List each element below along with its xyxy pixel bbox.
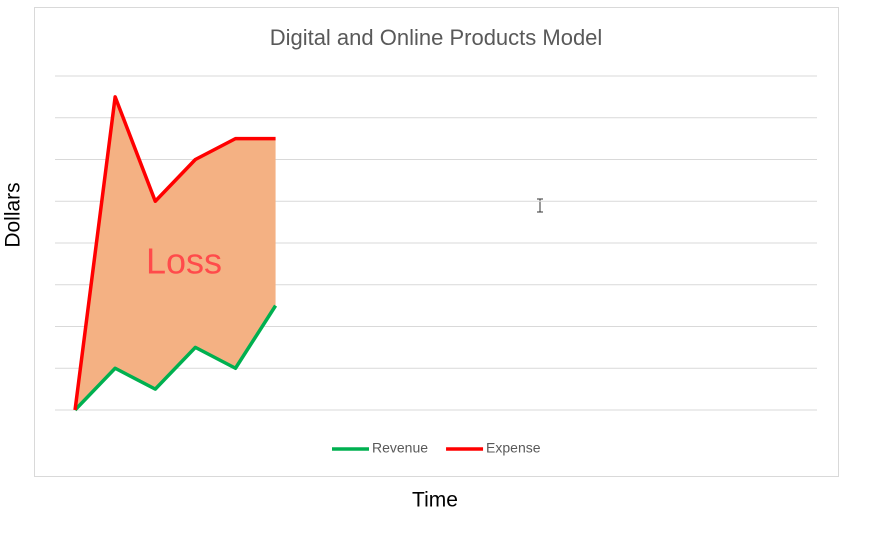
- y-axis-label: Dollars: [2, 182, 25, 247]
- series-line: [73, 95, 276, 411]
- annotation: Loss: [146, 241, 222, 282]
- legend-label: Revenue: [372, 440, 428, 456]
- chart-title: Digital and Online Products Model: [270, 25, 603, 50]
- x-axis-label: Time: [412, 489, 458, 512]
- loss-area: [75, 96, 276, 410]
- legend-label: Expense: [486, 440, 541, 456]
- series-line: [73, 304, 278, 412]
